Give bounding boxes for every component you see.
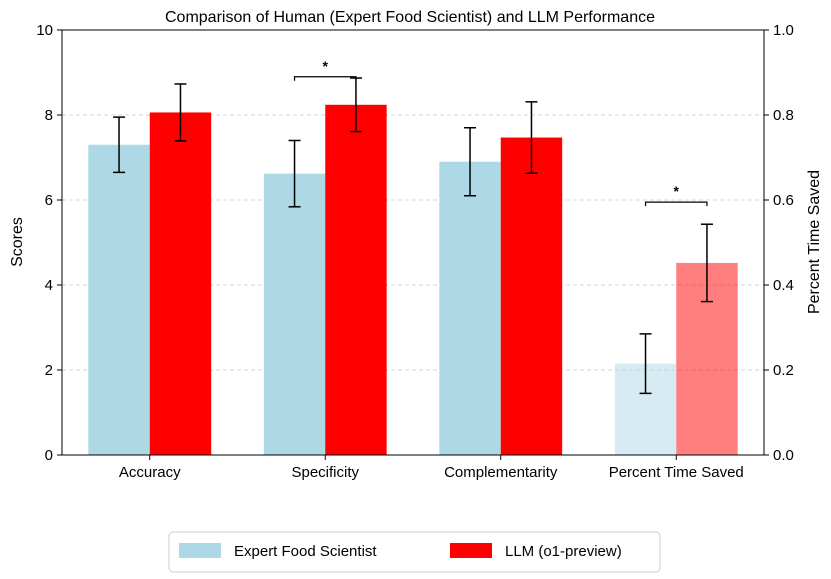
bar-llm-o1-preview-complementarity — [500, 137, 563, 455]
legend-box — [168, 531, 661, 573]
legend-swatch-expert — [179, 543, 221, 558]
y-tick-label-0: 0 — [45, 447, 53, 464]
y-axis-label: Scores — [9, 217, 26, 267]
legend-label-llm: LLM (o1-preview) — [505, 543, 622, 560]
y-tick-label-4: 8 — [45, 107, 53, 124]
x-tick-label-accuracy: Accuracy — [119, 464, 181, 481]
x-tick-label-complementarity: Complementarity — [444, 464, 558, 481]
y-tick-label-5: 10 — [36, 22, 53, 39]
right-axis-ticks: 0.0 0.2 0.4 0.6 0.8 1.0 — [764, 22, 794, 464]
legend-swatch-llm — [450, 543, 492, 558]
x-tick-label-percent-time-saved: Percent Time Saved — [609, 464, 744, 481]
y2-tick-label-0: 0.0 — [773, 447, 794, 464]
legend: Expert Food Scientist LLM (o1-preview) — [168, 531, 661, 573]
error-bars — [113, 77, 713, 395]
bar-llm-o1-preview-specificity — [325, 104, 387, 456]
x-tick-label-specificity: Specificity — [291, 464, 359, 481]
significance-annotations: ** — [293, 58, 708, 207]
bar-llm-o1-preview-accuracy — [149, 112, 212, 455]
y2-tick-label-4: 0.8 — [773, 107, 794, 124]
y-tick-label-3: 6 — [45, 192, 53, 209]
bar-expert-food-scientist-complementarity — [439, 161, 501, 455]
y2-tick-label-1: 0.2 — [773, 362, 794, 379]
y2-tick-label-2: 0.4 — [773, 277, 794, 294]
chart-title: Comparison of Human (Expert Food Scienti… — [165, 9, 655, 26]
bars — [88, 104, 738, 456]
significance-bracket-percent-time-saved — [644, 201, 708, 207]
y-tick-label-1: 2 — [45, 362, 53, 379]
legend-label-expert: Expert Food Scientist — [234, 543, 377, 560]
bar-expert-food-scientist-specificity — [263, 173, 326, 455]
left-axis-ticks: 0 2 4 6 8 10 — [36, 22, 62, 464]
significance-star-percent-time-saved: * — [674, 183, 680, 199]
bar-expert-food-scientist-accuracy — [88, 144, 150, 455]
y2-tick-label-3: 0.6 — [773, 192, 794, 209]
y2-tick-label-5: 1.0 — [773, 22, 794, 39]
significance-bracket-specificity — [293, 76, 357, 81]
plot-frame — [61, 29, 765, 456]
y-tick-label-2: 4 — [45, 277, 53, 294]
significance-star-specificity: * — [323, 58, 329, 74]
y2-axis-label: Percent Time Saved — [806, 170, 823, 314]
x-axis-ticks: Accuracy Specificity Complementarity Percen… — [119, 455, 744, 481]
